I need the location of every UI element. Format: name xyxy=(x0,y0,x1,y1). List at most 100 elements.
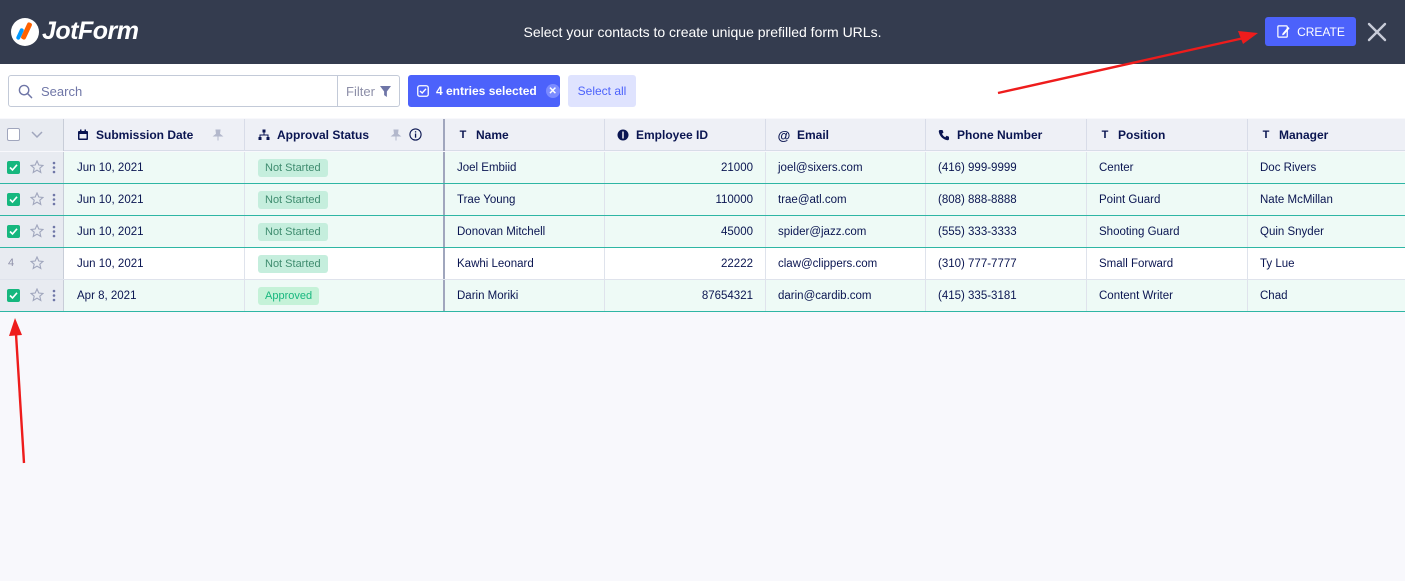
cell-phone[interactable]: (415) 335-3181 xyxy=(926,280,1087,311)
cell-value: Center xyxy=(1099,161,1134,174)
cell-status[interactable]: Not Started xyxy=(245,184,445,215)
cell-email[interactable]: spider@jazz.com xyxy=(766,216,926,247)
search-input[interactable] xyxy=(41,83,331,99)
more-options-icon[interactable] xyxy=(52,193,56,206)
cell-employee-id[interactable]: 110000 xyxy=(605,184,766,215)
cell-phone[interactable]: (808) 888-8888 xyxy=(926,184,1087,215)
table-row[interactable]: Jun 10, 2021 Not Started Trae Young 110000 t… xyxy=(0,184,1405,216)
pin-icon[interactable] xyxy=(390,129,402,141)
cell-date[interactable]: Jun 10, 2021 xyxy=(64,184,245,215)
column-phone-number[interactable]: Phone Number xyxy=(926,119,1087,151)
arrow-to-checkbox xyxy=(14,333,26,464)
select-all-checkbox[interactable] xyxy=(7,128,20,141)
star-icon[interactable] xyxy=(30,256,44,270)
table-row[interactable]: 4 Jun 10, 2021 Not Started Kawhi Leonard 222… xyxy=(0,248,1405,280)
column-manager[interactable]: T Manager xyxy=(1248,119,1405,151)
cell-manager[interactable]: Nate McMillan xyxy=(1248,184,1405,215)
cell-position[interactable]: Point Guard xyxy=(1087,184,1248,215)
cell-phone[interactable]: (555) 333-3333 xyxy=(926,216,1087,247)
cell-date[interactable]: Jun 10, 2021 xyxy=(64,216,245,247)
cell-name[interactable]: Darin Moriki xyxy=(445,280,605,311)
row-number[interactable]: 4 xyxy=(8,257,15,269)
cell-value: trae@atl.com xyxy=(778,193,847,206)
cell-name[interactable]: Donovan Mitchell xyxy=(445,216,605,247)
more-options-icon[interactable] xyxy=(52,161,56,174)
star-icon[interactable] xyxy=(30,288,44,302)
cell-position[interactable]: Small Forward xyxy=(1087,248,1248,279)
cell-status[interactable]: Not Started xyxy=(245,248,445,279)
status-badge: Not Started xyxy=(258,254,328,273)
cell-email[interactable]: joel@sixers.com xyxy=(766,152,926,183)
cell-name[interactable]: Joel Embiid xyxy=(445,152,605,183)
column-submission-date[interactable]: Submission Date xyxy=(64,119,245,151)
cell-value: Kawhi Leonard xyxy=(457,257,534,270)
filter-icon xyxy=(379,85,391,97)
row-checkbox[interactable] xyxy=(7,193,20,206)
status-badge: Not Started xyxy=(258,190,328,209)
cell-position[interactable]: Shooting Guard xyxy=(1087,216,1248,247)
star-icon[interactable] xyxy=(30,192,44,206)
cell-manager[interactable]: Doc Rivers xyxy=(1248,152,1405,183)
pin-icon[interactable] xyxy=(212,129,224,141)
entries-selected-button[interactable]: 4 entries selected ✕ xyxy=(408,75,560,107)
create-button[interactable]: CREATE xyxy=(1265,17,1356,46)
status-badge: Approved xyxy=(258,286,320,305)
cell-value: (808) 888-8888 xyxy=(938,193,1017,206)
number-icon xyxy=(617,129,629,141)
cell-position[interactable]: Center xyxy=(1087,152,1248,183)
column-approval-status[interactable]: Approval Status xyxy=(245,119,445,151)
cell-name[interactable]: Kawhi Leonard xyxy=(445,248,605,279)
column-employee-id[interactable]: Employee ID xyxy=(605,119,766,151)
status-badge: Not Started xyxy=(258,158,328,177)
chevron-down-icon[interactable] xyxy=(31,130,43,139)
more-options-icon[interactable] xyxy=(52,289,56,302)
search-box[interactable] xyxy=(8,75,338,107)
select-all-button[interactable]: Select all xyxy=(568,75,636,107)
table-row[interactable]: Jun 10, 2021 Not Started Donovan Mitchell 4… xyxy=(0,216,1405,248)
column-name[interactable]: T Name xyxy=(445,119,605,151)
close-icon[interactable] xyxy=(1366,21,1388,43)
cell-name[interactable]: Trae Young xyxy=(445,184,605,215)
cell-date[interactable]: Jun 10, 2021 xyxy=(64,248,245,279)
cell-email[interactable]: trae@atl.com xyxy=(766,184,926,215)
cell-manager[interactable]: Quin Snyder xyxy=(1248,216,1405,247)
cell-employee-id[interactable]: 22222 xyxy=(605,248,766,279)
cell-email[interactable]: claw@clippers.com xyxy=(766,248,926,279)
row-checkbox[interactable] xyxy=(7,289,20,302)
cell-manager[interactable]: Chad xyxy=(1248,280,1405,311)
table-header: Submission Date Approval Status T Name xyxy=(0,119,1405,151)
cell-phone[interactable]: (310) 777-7777 xyxy=(926,248,1087,279)
info-icon[interactable] xyxy=(409,128,422,141)
cell-position[interactable]: Content Writer xyxy=(1087,280,1248,311)
more-options-icon[interactable] xyxy=(52,225,56,238)
cell-status[interactable]: Approved xyxy=(245,280,445,311)
cell-employee-id[interactable]: 21000 xyxy=(605,152,766,183)
row-checkbox[interactable] xyxy=(7,225,20,238)
row-checkbox[interactable] xyxy=(7,161,20,174)
cell-email[interactable]: darin@cardib.com xyxy=(766,280,926,311)
cell-employee-id[interactable]: 87654321 xyxy=(605,280,766,311)
cell-employee-id[interactable]: 45000 xyxy=(605,216,766,247)
column-label: Position xyxy=(1118,128,1166,142)
column-position[interactable]: T Position xyxy=(1087,119,1248,151)
row-controls: 4 xyxy=(0,248,64,279)
column-email[interactable]: @ Email xyxy=(766,119,926,151)
cell-phone[interactable]: (416) 999-9999 xyxy=(926,152,1087,183)
cell-date[interactable]: Apr 8, 2021 xyxy=(64,280,245,311)
cell-date[interactable]: Jun 10, 2021 xyxy=(64,152,245,183)
cell-status[interactable]: Not Started xyxy=(245,216,445,247)
at-icon: @ xyxy=(777,127,791,143)
cell-value: Donovan Mitchell xyxy=(457,225,546,238)
star-icon[interactable] xyxy=(30,160,44,174)
table-row[interactable]: Jun 10, 2021 Not Started Joel Embiid 21000 j… xyxy=(0,152,1405,184)
table-row[interactable]: Apr 8, 2021 Approved Darin Moriki 87654321 d… xyxy=(0,280,1405,312)
row-controls xyxy=(0,280,64,311)
cell-value: Apr 8, 2021 xyxy=(77,289,137,302)
filter-button[interactable]: Filter xyxy=(337,75,400,107)
cell-manager[interactable]: Ty Lue xyxy=(1248,248,1405,279)
cell-value: (555) 333-3333 xyxy=(938,225,1017,238)
star-icon[interactable] xyxy=(30,224,44,238)
cell-status[interactable]: Not Started xyxy=(245,152,445,183)
clear-selection-icon[interactable]: ✕ xyxy=(545,84,560,98)
entries-selected-label: 4 entries selected xyxy=(436,84,537,98)
